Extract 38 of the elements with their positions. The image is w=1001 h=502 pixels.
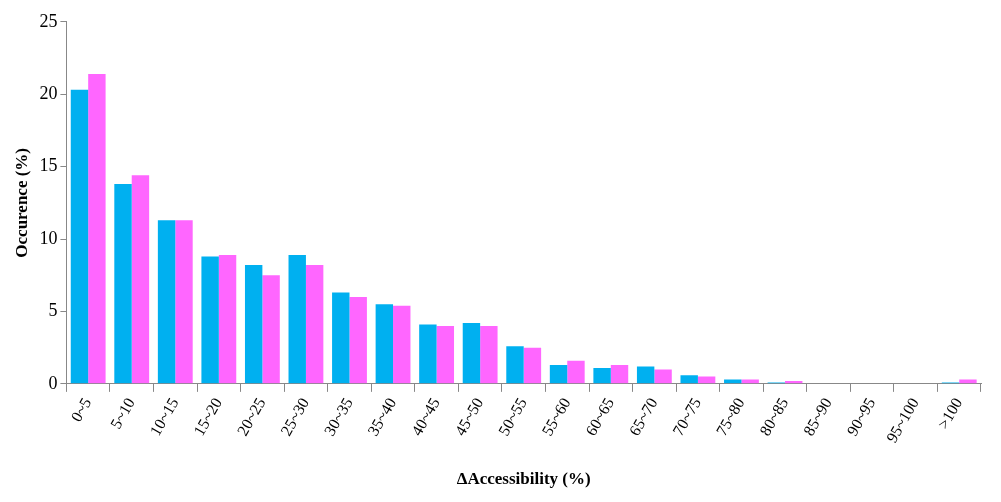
bar — [593, 367, 611, 384]
y-tick-label: 15 — [39, 155, 58, 176]
bar — [349, 296, 367, 384]
bar — [288, 254, 306, 384]
bar — [523, 347, 542, 384]
y-tick-label: 25 — [39, 10, 58, 31]
bar — [636, 366, 655, 384]
bar — [175, 220, 193, 384]
bar — [506, 346, 524, 384]
bar — [201, 256, 219, 384]
bar — [680, 375, 698, 384]
bar — [114, 184, 132, 384]
bar — [654, 369, 672, 384]
y-tick-label: 10 — [39, 227, 58, 248]
y-axis-title: Occurence (%) — [11, 148, 31, 258]
bar — [419, 324, 437, 384]
bar — [436, 325, 455, 384]
bar — [88, 73, 106, 384]
bar — [244, 265, 263, 384]
bar — [305, 265, 324, 384]
y-tick-label: 0 — [48, 372, 58, 393]
y-tick-label: 5 — [48, 300, 58, 321]
bar — [332, 292, 350, 384]
bar — [549, 365, 568, 384]
bar — [70, 89, 89, 384]
x-axis-title: ΔAccessibility (%) — [456, 469, 591, 489]
bar — [462, 323, 481, 384]
bar — [218, 254, 237, 384]
bar — [567, 360, 585, 384]
bar — [262, 275, 280, 384]
bar — [480, 325, 498, 384]
y-tick-label: 20 — [39, 82, 58, 103]
bar — [375, 304, 394, 384]
bar — [157, 220, 176, 384]
bar — [393, 305, 411, 384]
bar — [131, 175, 150, 384]
bar — [610, 365, 629, 384]
x-tick-label: 0~5 — [67, 394, 95, 425]
